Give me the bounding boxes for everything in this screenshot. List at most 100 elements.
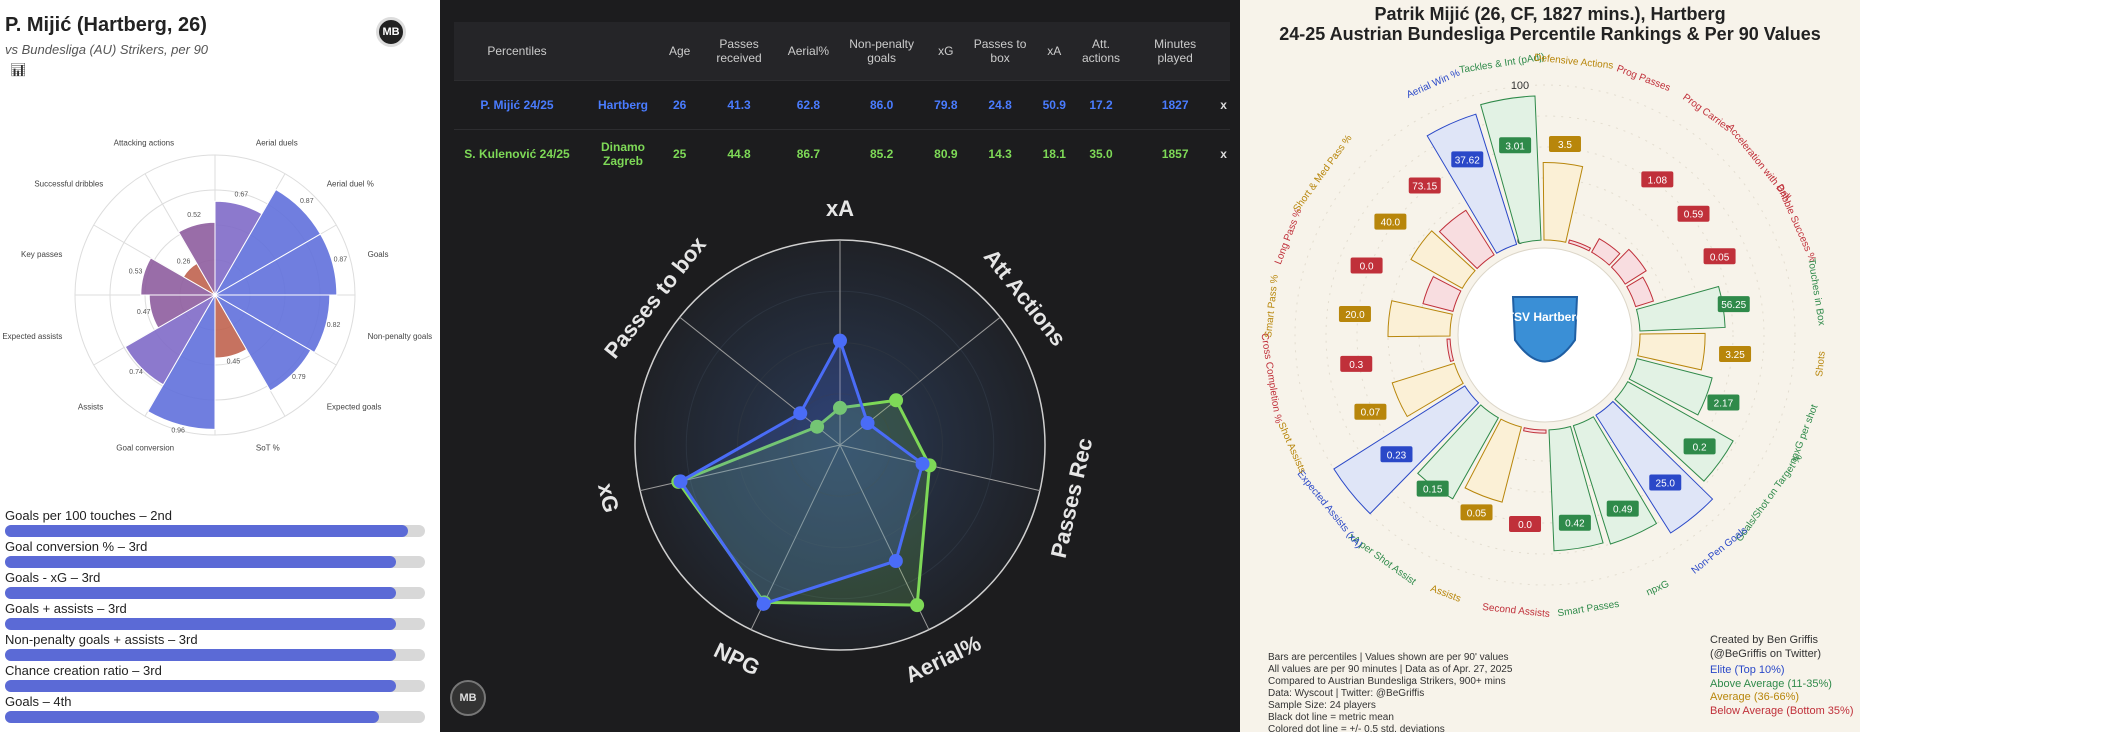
percentile-bar	[1568, 239, 1592, 252]
value-badge	[1340, 355, 1373, 372]
percentile-bar	[1426, 113, 1518, 254]
ranking-row: Goals + assists – 3rd	[5, 601, 425, 630]
value-label: 1.08	[1648, 175, 1668, 186]
pizza-slice	[147, 293, 216, 430]
ranking-row: Chance creation ratio – 3rd	[5, 663, 425, 692]
grid-ring	[1356, 146, 1734, 524]
player-subtitle: vs Bundesliga (AU) Strikers, per 90	[5, 42, 209, 57]
radar-axis-label: xA	[826, 196, 854, 221]
metric-label: Short & Med Pass %	[1291, 133, 1354, 214]
value-label: 20.0	[1345, 310, 1365, 321]
percentile-bar	[1590, 238, 1621, 266]
radar-axis-label: Passes Rec	[1046, 435, 1098, 560]
percentile-bar	[1523, 427, 1547, 434]
value-badge	[1350, 257, 1383, 274]
metric-label: Touches in Box	[1805, 258, 1826, 327]
metric-label: npxG	[1645, 579, 1672, 599]
player-title: P. Mijić (Hartberg, 26)	[5, 14, 207, 36]
value-label: 0.0	[1518, 520, 1532, 531]
radar-point	[793, 406, 808, 421]
remove-player-button[interactable]: x	[1217, 129, 1230, 178]
slice-value-label: 0.96	[171, 428, 185, 435]
radar-point	[889, 393, 904, 408]
ranking-track	[5, 680, 425, 692]
percentile-bar	[1637, 332, 1706, 371]
percentile-bar	[1438, 209, 1495, 270]
note-line: Black dot line = metric mean	[1268, 712, 1394, 723]
att-actions-cell: 17.2	[1068, 80, 1134, 130]
credit-line: Created by Ben Griffis	[1710, 634, 1819, 646]
category-label: SoT %	[256, 444, 280, 453]
panel-pizza-chart: P. Mijić (Hartberg, 26) vs Bundesliga (A…	[0, 0, 440, 732]
xa-cell: 50.9	[1039, 80, 1069, 130]
pizza-slice	[213, 293, 312, 392]
chart-icon[interactable]: 📊︎	[10, 62, 27, 77]
percentile-bar	[1410, 230, 1476, 290]
legend-elite: Elite (Top 10%)	[1710, 664, 1785, 676]
value-badge	[1451, 151, 1484, 168]
value-badge	[1354, 403, 1387, 420]
comparison-table: Percentiles Age Passes received Aerial% …	[454, 22, 1230, 178]
header-passes-received[interactable]: Passes received	[693, 22, 785, 81]
ranking-row: Goals per 100 touches – 2nd	[5, 508, 425, 537]
panel-radar-comparison: Percentiles Age Passes received Aerial% …	[440, 0, 1240, 732]
category-label: Attacking actions	[114, 138, 174, 147]
radar-point	[673, 474, 688, 489]
ranking-label: Chance creation ratio – 3rd	[5, 663, 162, 678]
header-att-actions[interactable]: Att. actions	[1068, 22, 1134, 81]
slice-value-label: 0.26	[177, 259, 191, 266]
note-line: Sample Size: 24 players	[1268, 700, 1376, 711]
ranking-track	[5, 556, 425, 568]
percentile-bar	[1464, 418, 1522, 503]
value-label: 0.23	[1387, 450, 1407, 461]
remove-player-button[interactable]: x	[1217, 80, 1230, 130]
metric-label: Non-Pen Goals	[1690, 525, 1750, 577]
npg-cell: 86.0	[832, 80, 932, 130]
ranking-row: Goal conversion % – 3rd	[5, 539, 425, 568]
pizza-slice	[124, 293, 217, 386]
table-header-row: Percentiles Age Passes received Aerial% …	[454, 22, 1230, 81]
value-label: 3.01	[1505, 141, 1525, 152]
metric-label: Assists	[1429, 583, 1463, 605]
value-badge	[1717, 296, 1750, 313]
radar-point	[810, 419, 825, 434]
header-team	[580, 22, 666, 81]
value-label: 0.59	[1684, 210, 1704, 221]
credit-line: (@BeGriffis on Twitter)	[1710, 647, 1822, 660]
header-remove	[1217, 22, 1230, 81]
metric-label: Tackles & Int (pAdj)	[1459, 52, 1546, 76]
ranking-label: Goals – 4th	[5, 694, 72, 709]
slice-value-label: 0.87	[300, 198, 314, 205]
metric-label: Dribble Success %	[1774, 183, 1818, 264]
percentile-bar	[1610, 248, 1647, 285]
header-aerial[interactable]: Aerial%	[784, 22, 833, 81]
header-minutes: Minutes played	[1133, 22, 1218, 81]
value-badge	[1558, 514, 1591, 531]
percentile-bar	[1614, 380, 1734, 482]
value-label: 0.07	[1361, 408, 1381, 419]
category-label: Successful dribbles	[34, 179, 103, 188]
ranking-label: Goals per 100 touches – 2nd	[5, 508, 172, 523]
slice-value-label: 0.47	[137, 309, 151, 316]
percentile-bar	[1422, 275, 1462, 312]
xg-cell: 80.9	[931, 129, 961, 178]
header-xa[interactable]: xA	[1039, 22, 1069, 81]
chart-subtitle: 24-25 Austrian Bundesliga Percentile Ran…	[1279, 24, 1821, 44]
header-passes-box[interactable]: Passes to box	[960, 22, 1040, 81]
percentile-bar	[1628, 358, 1713, 416]
category-label: Non-penalty goals	[368, 332, 432, 341]
percentile-bar	[1446, 338, 1455, 362]
value-badge	[1703, 248, 1736, 265]
category-label: Key passes	[21, 250, 62, 259]
minutes-cell: 1857	[1133, 129, 1218, 178]
note-line: Bars are percentiles | Values shown are …	[1268, 652, 1509, 663]
value-badge	[1606, 500, 1639, 517]
value-label: 0.42	[1565, 519, 1585, 530]
age-cell: 26	[666, 80, 694, 130]
ranking-track	[5, 711, 425, 723]
slice-value-label: 0.53	[129, 269, 143, 276]
header-npg[interactable]: Non-penalty goals	[832, 22, 932, 81]
note-line: Data: Wyscout | Twitter: @BeGriffis	[1268, 688, 1425, 699]
header-xg[interactable]: xG	[931, 22, 961, 81]
